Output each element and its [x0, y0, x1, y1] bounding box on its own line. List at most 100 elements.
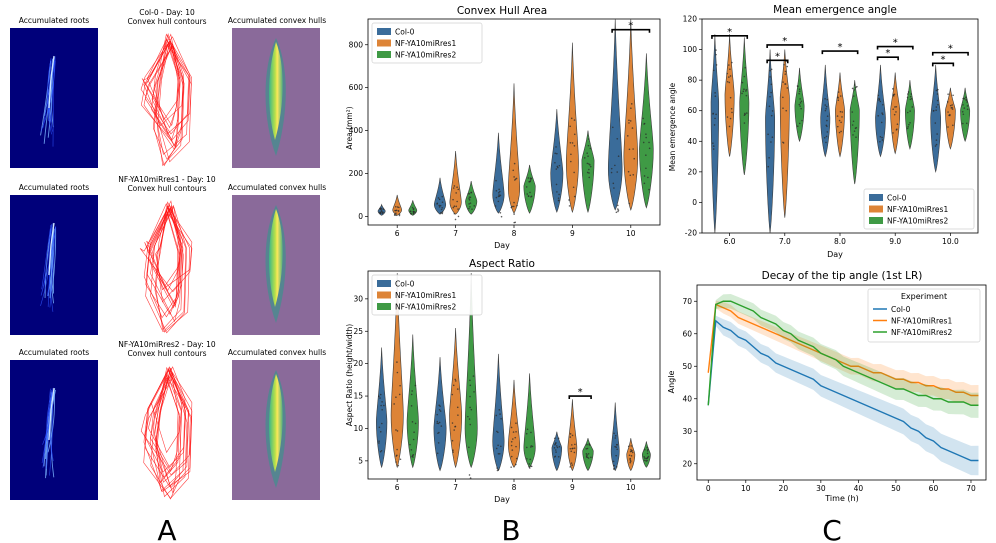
data-point: [965, 96, 967, 99]
data-point: [935, 139, 938, 141]
data-point: [617, 204, 619, 207]
data-point: [410, 448, 413, 451]
data-point: [437, 432, 439, 435]
data-point: [965, 98, 968, 101]
data-point: [771, 110, 774, 112]
data-point: [648, 188, 650, 191]
data-point: [588, 168, 590, 171]
data-point: [455, 205, 458, 208]
y-tick-label: 40: [682, 394, 692, 403]
data-point: [730, 107, 733, 110]
data-point: [453, 205, 456, 208]
data-point: [628, 122, 630, 124]
data-point: [643, 182, 646, 185]
significance-star: *: [941, 54, 946, 65]
violin-nf-ya10mirres1: [507, 83, 521, 214]
data-point: [412, 208, 415, 211]
data-point: [468, 418, 471, 420]
data-point: [556, 191, 558, 193]
data-point: [569, 436, 572, 438]
data-point: [468, 474, 471, 476]
violin-col-0: [492, 132, 505, 214]
data-point: [498, 194, 500, 196]
data-point: [798, 90, 801, 93]
data-point: [456, 200, 458, 203]
data-point: [769, 95, 771, 98]
panel-letter-c: C: [822, 514, 842, 543]
legend-swatch: [377, 291, 391, 299]
panel-letter-b: B: [501, 514, 520, 543]
data-point: [648, 141, 650, 144]
data-point: [768, 105, 771, 108]
data-point: [438, 408, 441, 411]
data-point: [853, 130, 856, 132]
data-point: [397, 210, 400, 212]
data-point: [525, 432, 528, 435]
data-point: [573, 171, 575, 174]
data-point: [530, 195, 533, 198]
data-point: [643, 459, 646, 462]
violin-nf-ya10mirres2: [639, 53, 654, 209]
chart-tip-angle-decay: Decay of the tip angle (1st LR) Time (h)…: [667, 270, 987, 503]
data-point: [467, 192, 470, 195]
data-point: [892, 95, 895, 97]
data-point: [893, 93, 896, 96]
data-point: [398, 214, 401, 217]
data-point: [497, 444, 499, 447]
data-point: [630, 107, 632, 109]
data-point: [626, 135, 629, 137]
data-point: [380, 449, 383, 452]
violin-nf-ya10mirres2: [641, 441, 651, 468]
data-point: [839, 95, 842, 97]
violin-nf-ya10mirres2: [581, 130, 595, 214]
violin-nf-ya10mirres1: [565, 42, 579, 214]
data-point: [947, 93, 949, 95]
data-point: [556, 152, 558, 155]
data-point: [630, 445, 633, 447]
violin-col-0: [551, 431, 563, 472]
x-tick-label: 6.0: [724, 237, 736, 246]
data-point: [741, 92, 743, 95]
data-point: [798, 88, 801, 90]
data-point: [587, 452, 590, 455]
data-point: [935, 89, 938, 92]
chart-title: Aspect Ratio: [469, 258, 535, 270]
data-point: [453, 185, 456, 187]
root-trace: [40, 60, 52, 136]
data-point: [824, 109, 827, 112]
data-point: [630, 103, 633, 105]
data-point: [935, 106, 938, 108]
legend: Col-0 NF-YA10miRres1 NF-YA10miRres2: [863, 188, 975, 230]
data-point: [441, 206, 443, 209]
main-root-trace: [48, 55, 55, 109]
data-point: [934, 122, 937, 124]
hull-contours-title: Col-0 - Day: 10: [139, 8, 195, 17]
data-point: [411, 390, 413, 392]
data-point: [643, 455, 645, 458]
data-point: [454, 218, 457, 221]
data-point: [496, 469, 499, 472]
hull-contour: [145, 205, 181, 318]
data-point: [511, 205, 514, 208]
hull-contour: [141, 43, 179, 127]
data-point: [441, 211, 444, 213]
data-point: [586, 447, 589, 450]
data-point: [784, 73, 787, 75]
data-point: [570, 153, 572, 156]
data-point: [381, 422, 383, 425]
data-point: [643, 448, 646, 451]
data-point: [826, 131, 829, 133]
y-tick-label: 40: [687, 137, 697, 146]
data-point: [786, 87, 789, 89]
violin-nf-ya10mirres1: [392, 194, 402, 216]
data-point: [583, 157, 586, 159]
data-point: [529, 179, 532, 181]
data-point: [726, 72, 729, 75]
root-trace: [47, 58, 52, 135]
data-point: [382, 208, 385, 211]
x-tick-label: 20: [779, 484, 789, 493]
data-point: [512, 169, 515, 172]
chart-title: Convex Hull Area: [457, 5, 547, 17]
data-point: [837, 91, 840, 93]
data-point: [469, 379, 471, 382]
